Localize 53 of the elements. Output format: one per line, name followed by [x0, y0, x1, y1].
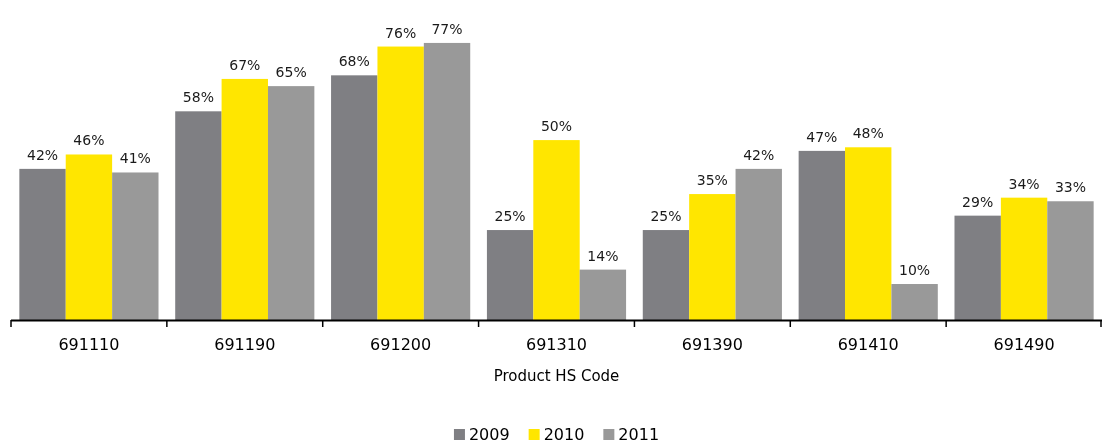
bar	[19, 168, 66, 320]
bar	[221, 78, 268, 320]
data-label: 68%	[338, 53, 370, 70]
data-label: 46%	[73, 132, 105, 149]
bar	[689, 194, 736, 320]
x-tick-label: 691200	[370, 335, 432, 354]
x-tick-label: 691410	[837, 335, 899, 354]
x-tick-label: 691490	[993, 335, 1055, 354]
data-label: 33%	[1054, 179, 1087, 196]
bar	[331, 75, 378, 320]
bar	[175, 111, 222, 320]
data-label: 48%	[852, 125, 884, 142]
bar	[377, 46, 424, 320]
data-label: 65%	[275, 64, 307, 81]
data-label: 14%	[587, 247, 619, 264]
x-tick-label: 691310	[525, 335, 588, 354]
data-label: 42%	[26, 146, 59, 163]
bar	[845, 147, 892, 320]
x-tick-label: 691110	[58, 335, 120, 354]
bar	[423, 42, 471, 320]
bar	[1047, 201, 1094, 320]
data-label: 10%	[899, 262, 931, 279]
data-label: 67%	[229, 56, 261, 73]
bar	[735, 168, 782, 320]
bar	[533, 140, 580, 320]
data-label: 77%	[431, 20, 463, 37]
bar	[112, 172, 159, 320]
data-label: 58%	[182, 89, 214, 106]
x-tick-label: 691390	[681, 335, 743, 354]
bar	[954, 215, 1001, 320]
legend-label: 2009	[468, 425, 510, 442]
x-axis-title: Product HS Code	[493, 367, 620, 385]
bar	[579, 269, 627, 320]
data-label: 34%	[1008, 175, 1040, 192]
bar	[486, 230, 534, 320]
bar	[267, 86, 315, 320]
bar	[1000, 197, 1048, 320]
data-label: 41%	[119, 150, 151, 167]
bar	[891, 284, 938, 320]
bar	[798, 150, 846, 320]
data-label: 25%	[494, 208, 526, 225]
data-label: 29%	[962, 193, 994, 210]
data-label: 35%	[696, 172, 728, 189]
data-label: 50%	[540, 118, 573, 135]
data-label: 42%	[743, 146, 775, 163]
bar	[65, 154, 113, 320]
bar	[642, 230, 690, 320]
data-label: 47%	[806, 128, 838, 145]
data-label: 25%	[650, 208, 682, 225]
x-tick-label: 691190	[214, 335, 276, 354]
legend-label: 2011	[618, 425, 660, 442]
data-label: 76%	[385, 24, 417, 41]
legend-label: 2010	[543, 425, 585, 442]
